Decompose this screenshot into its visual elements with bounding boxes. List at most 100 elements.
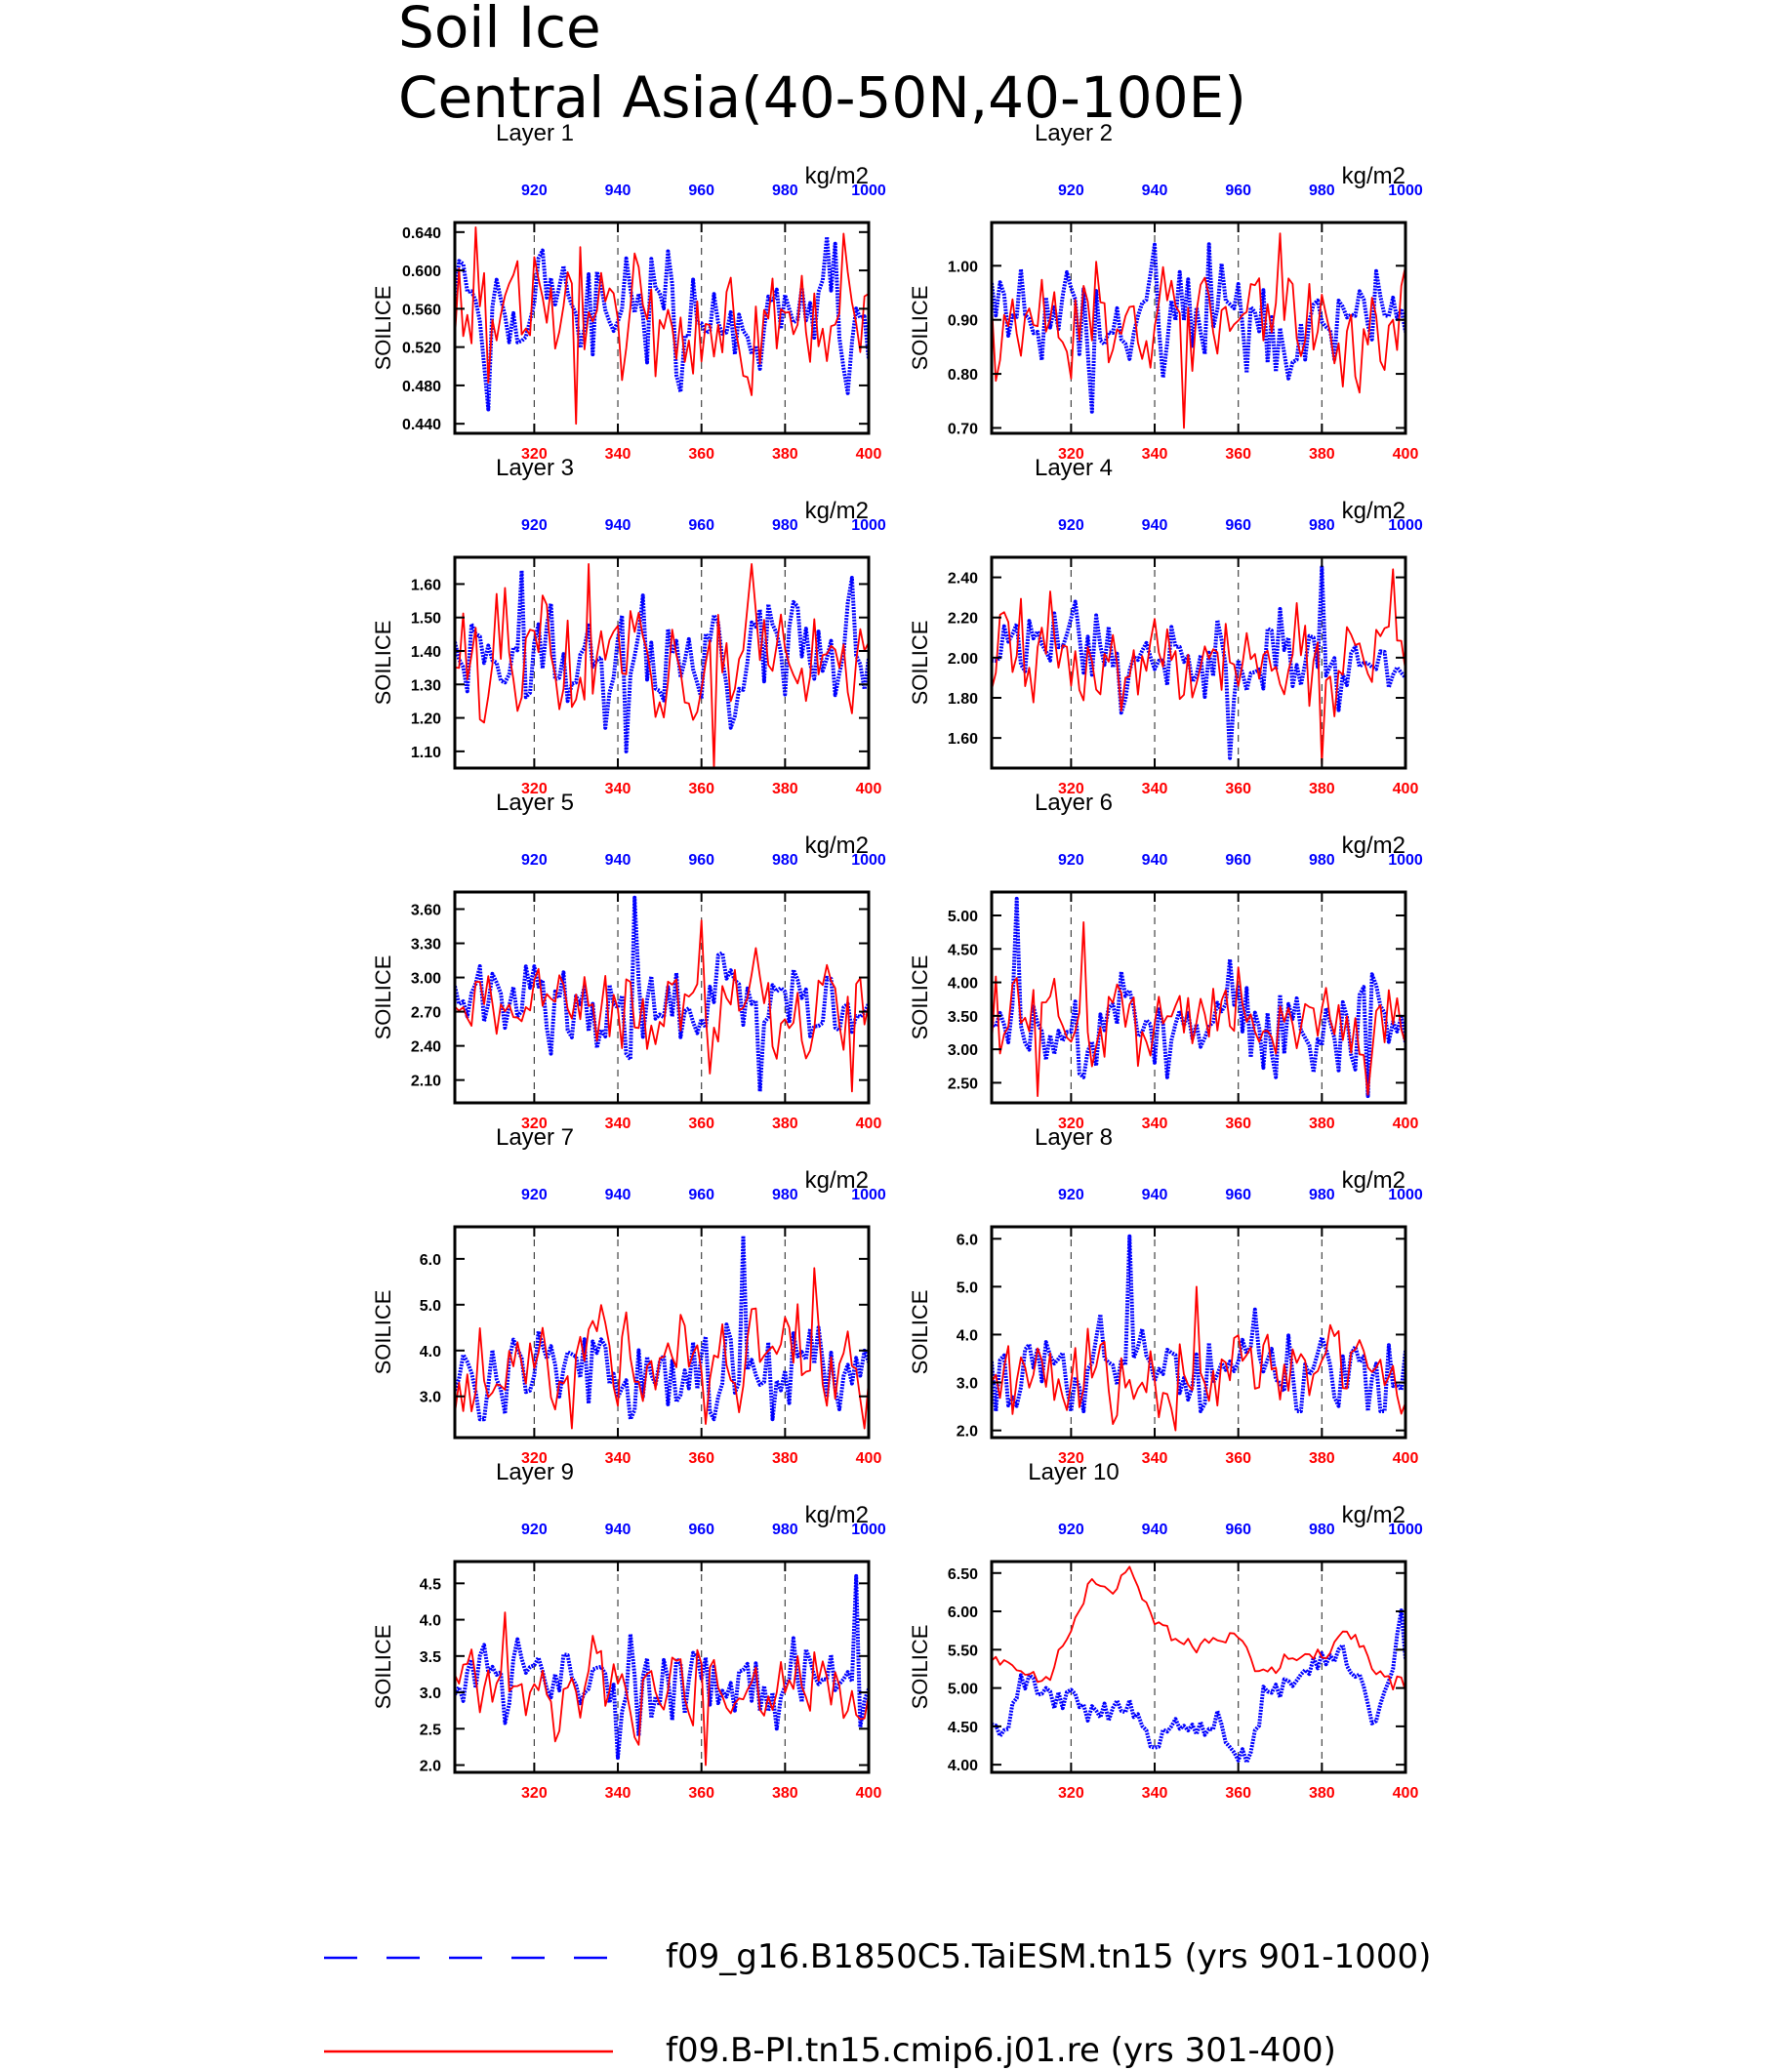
x-bottom-tick-label: 400 — [1393, 1785, 1419, 1802]
panel-layer-6: Layer 6 kg/m2 SOILICE 2.50 3.00 3.50 4.00 4.50 5… — [908, 790, 1423, 1132]
panel-title: Layer 6 — [1035, 790, 1113, 816]
x-top-tick-label: 940 — [1142, 852, 1168, 869]
x-bottom-tick-label: 320 — [521, 1785, 548, 1802]
y-tick-label: 5.00 — [948, 909, 978, 925]
x-bottom-tick-label: 340 — [605, 1450, 631, 1467]
x-top-tick-label: 920 — [521, 852, 548, 869]
y-tick-label: 4.0 — [957, 1327, 978, 1344]
figure-title-line2: Central Asia(40-50N,40-100E) — [398, 64, 1246, 131]
y-tick-label: 1.00 — [948, 259, 978, 275]
x-bottom-tick-label: 400 — [1393, 1450, 1419, 1467]
x-bottom-tick-label: 340 — [605, 1785, 631, 1802]
x-bottom-tick-label: 380 — [1309, 1450, 1335, 1467]
x-top-tick-label: 1000 — [1388, 1522, 1423, 1538]
y-tick-label: 3.50 — [948, 1009, 978, 1026]
y-tick-label: 4.00 — [948, 1758, 978, 1774]
y-axis-label: SOILICE — [908, 1625, 932, 1710]
y-tick-label: 5.0 — [957, 1279, 978, 1296]
x-bottom-tick-label: 380 — [1309, 781, 1335, 797]
x-top-tick-label: 980 — [1309, 1187, 1335, 1203]
x-bottom-tick-label: 320 — [1058, 1785, 1084, 1802]
x-top-tick-label: 960 — [688, 1522, 714, 1538]
y-tick-label: 4.50 — [948, 1720, 978, 1736]
x-bottom-tick-label: 380 — [772, 446, 798, 463]
y-axis-label: SOILICE — [908, 621, 932, 706]
x-top-tick-label: 1000 — [851, 517, 886, 534]
series-line-experiment — [455, 1267, 869, 1430]
x-top-tick-label: 940 — [1142, 1187, 1168, 1203]
panel-title: Layer 4 — [1035, 455, 1113, 481]
x-bottom-tick-label: 320 — [521, 1450, 548, 1467]
y-tick-label: 6.00 — [948, 1604, 978, 1621]
y-tick-label: 1.40 — [411, 644, 441, 661]
x-top-tick-label: 1000 — [1388, 517, 1423, 534]
panel-layer-1: Layer 1 kg/m2 SOILICE 0.440 0.480 0.520 0.560 0… — [371, 120, 886, 463]
units-label: kg/m2 — [805, 163, 869, 189]
x-top-tick-label: 980 — [772, 183, 798, 199]
y-tick-label: 1.50 — [411, 611, 441, 628]
y-tick-label: 5.0 — [420, 1298, 441, 1315]
x-bottom-tick-label: 380 — [772, 1785, 798, 1802]
x-top-tick-label: 1000 — [851, 1522, 886, 1538]
plot-frame — [990, 890, 1407, 1105]
x-bottom-tick-label: 400 — [856, 1785, 882, 1802]
x-bottom-tick-label: 400 — [1393, 1116, 1419, 1132]
y-tick-label: 4.50 — [948, 942, 978, 958]
x-top-tick-label: 940 — [605, 852, 631, 869]
x-top-tick-label: 980 — [772, 1187, 798, 1203]
panel-layer-10: Layer 10 kg/m2 SOILICE 4.00 4.50 5.00 5.50 6.00… — [908, 1459, 1423, 1802]
y-tick-label: 1.80 — [948, 691, 978, 708]
panel-title: Layer 10 — [1028, 1459, 1119, 1485]
x-bottom-tick-label: 340 — [1142, 781, 1168, 797]
x-top-tick-label: 980 — [772, 852, 798, 869]
panel-title: Layer 5 — [496, 790, 574, 816]
x-top-tick-label: 920 — [1058, 1522, 1084, 1538]
series-line-control — [992, 1234, 1405, 1413]
panel-title: Layer 3 — [496, 455, 574, 481]
x-bottom-tick-label: 360 — [1225, 1116, 1251, 1132]
series-line-experiment — [992, 1565, 1405, 1691]
series-line-control — [992, 1608, 1405, 1765]
legend-label-control: f09_g16.B1850C5.TaiESM.tn15 (yrs 901-100… — [666, 1937, 1431, 1976]
panel-layer-2: Layer 2 kg/m2 SOILICE 0.70 0.80 0.90 1.00 320 34… — [908, 120, 1423, 463]
x-bottom-tick-label: 320 — [1058, 781, 1084, 797]
units-label: kg/m2 — [1342, 832, 1405, 859]
y-tick-label: 2.00 — [948, 651, 978, 668]
x-top-tick-label: 960 — [688, 852, 714, 869]
x-bottom-tick-label: 320 — [521, 781, 548, 797]
y-tick-label: 2.10 — [411, 1074, 441, 1090]
x-top-tick-label: 980 — [772, 517, 798, 534]
x-bottom-tick-label: 380 — [772, 1450, 798, 1467]
series-line-control — [992, 896, 1405, 1099]
x-bottom-tick-label: 400 — [856, 781, 882, 797]
x-top-tick-label: 1000 — [851, 1187, 886, 1203]
plot-frame — [990, 1225, 1407, 1440]
y-axis-label: SOILICE — [908, 286, 932, 371]
y-tick-label: 2.5 — [420, 1722, 441, 1738]
y-tick-label: 3.60 — [411, 903, 441, 919]
x-top-tick-label: 940 — [605, 1522, 631, 1538]
y-tick-label: 2.40 — [948, 571, 978, 588]
series-line-control — [455, 1573, 869, 1761]
y-axis-label: SOILICE — [371, 1625, 395, 1710]
y-tick-label: 1.60 — [411, 577, 441, 593]
x-top-tick-label: 980 — [1309, 852, 1335, 869]
x-bottom-tick-label: 320 — [1058, 446, 1084, 463]
y-axis-label: SOILICE — [908, 1290, 932, 1375]
x-bottom-tick-label: 360 — [688, 446, 714, 463]
x-bottom-tick-label: 360 — [1225, 1450, 1251, 1467]
y-axis-label: SOILICE — [371, 286, 395, 371]
x-bottom-tick-label: 360 — [688, 1450, 714, 1467]
series-line-experiment — [455, 1611, 869, 1766]
y-tick-label: 4.5 — [420, 1576, 441, 1593]
y-tick-label: 6.50 — [948, 1566, 978, 1583]
y-tick-label: 0.80 — [948, 367, 978, 384]
series-line-experiment — [455, 563, 869, 768]
x-bottom-tick-label: 340 — [1142, 1116, 1168, 1132]
panel-layer-8: Layer 8 kg/m2 SOILICE 2.0 3.0 4.0 5.0 6.0 320 340… — [908, 1124, 1423, 1467]
panels-group: Layer 1 kg/m2 SOILICE 0.440 0.480 0.520 0.560 0… — [371, 120, 1423, 1802]
plot-frame — [453, 1560, 871, 1774]
y-tick-label: 3.0 — [957, 1376, 978, 1393]
x-bottom-tick-label: 360 — [688, 1785, 714, 1802]
y-tick-label: 3.30 — [411, 937, 441, 954]
